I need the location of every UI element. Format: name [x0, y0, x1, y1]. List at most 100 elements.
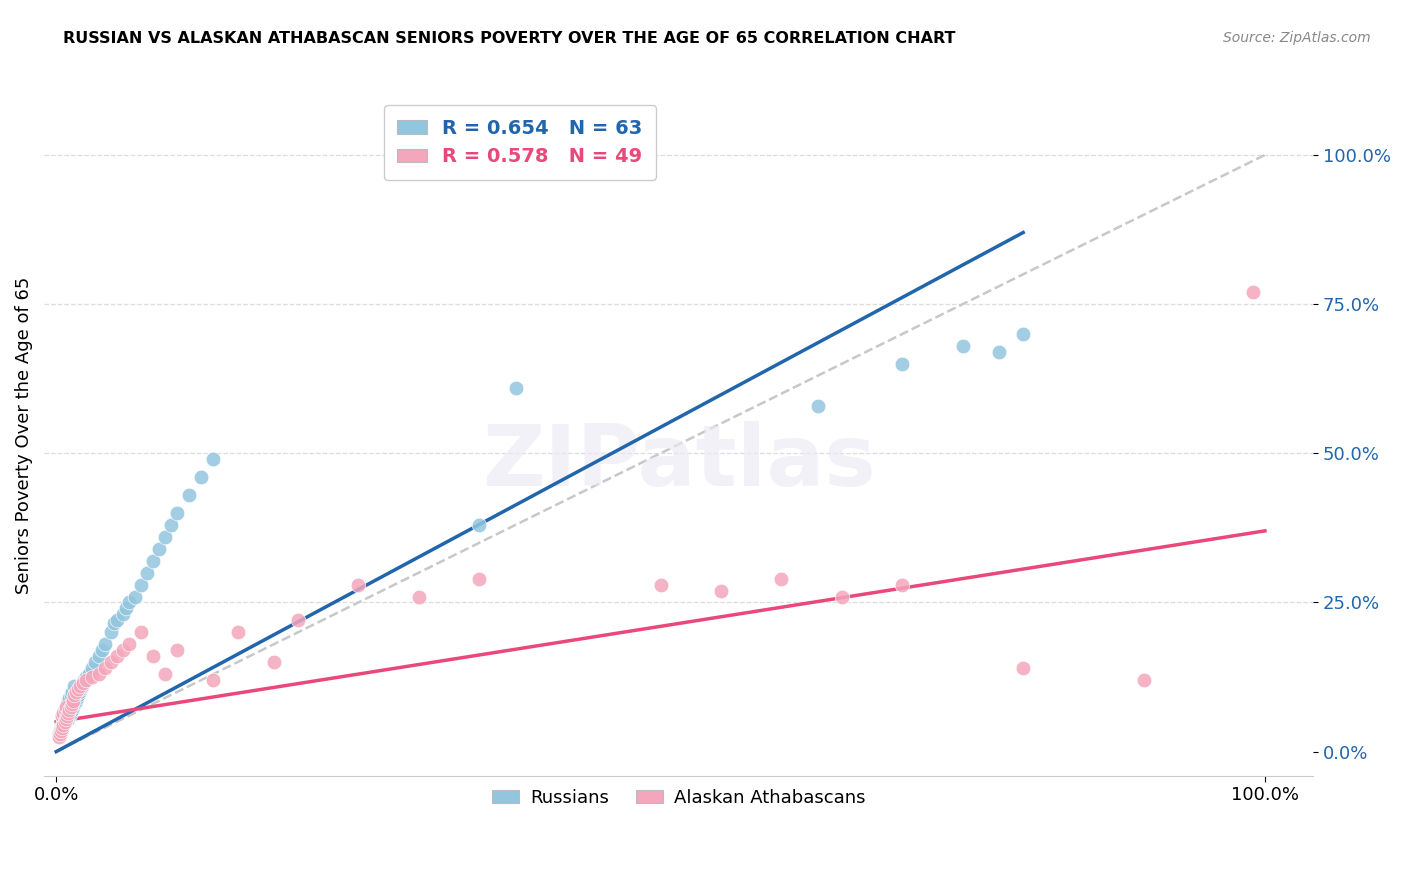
Point: [63, 679, 86, 693]
Point: [56, 697, 79, 711]
Point: [59, 699, 82, 714]
Point: [100, 655, 122, 669]
Point: [70, 679, 93, 693]
Point: [53, 714, 76, 729]
Point: [58, 706, 80, 720]
Point: [710, 583, 733, 598]
Point: [72, 676, 94, 690]
Point: [66, 681, 89, 696]
Point: [58, 690, 80, 705]
Point: [63, 688, 86, 702]
Point: [142, 649, 165, 664]
Point: [118, 637, 141, 651]
Point: [135, 566, 157, 580]
Point: [49, 721, 72, 735]
Point: [58, 703, 80, 717]
Point: [63, 697, 86, 711]
Point: [55, 709, 77, 723]
Point: [988, 344, 1011, 359]
Point: [75, 673, 97, 687]
Point: [1012, 326, 1035, 341]
Point: [1012, 661, 1035, 675]
Point: [49, 723, 72, 738]
Point: [118, 595, 141, 609]
Point: [67, 685, 90, 699]
Point: [153, 667, 176, 681]
Point: [87, 667, 110, 681]
Point: [263, 655, 285, 669]
Point: [51, 709, 73, 723]
Point: [52, 706, 75, 720]
Point: [55, 699, 77, 714]
Point: [166, 643, 188, 657]
Point: [48, 730, 70, 744]
Point: [58, 709, 80, 723]
Point: [124, 590, 146, 604]
Point: [891, 357, 914, 371]
Point: [202, 452, 225, 467]
Point: [49, 727, 72, 741]
Point: [93, 661, 115, 675]
Point: [75, 670, 97, 684]
Point: [65, 694, 87, 708]
Point: [103, 616, 125, 631]
Point: [153, 530, 176, 544]
Point: [53, 712, 76, 726]
Point: [59, 706, 82, 720]
Point: [1133, 673, 1156, 687]
Point: [59, 688, 82, 702]
Point: [72, 676, 94, 690]
Point: [73, 673, 96, 687]
Point: [58, 712, 80, 726]
Point: [55, 699, 77, 714]
Point: [52, 718, 75, 732]
Text: RUSSIAN VS ALASKAN ATHABASCAN SENIORS POVERTY OVER THE AGE OF 65 CORRELATION CHA: RUSSIAN VS ALASKAN ATHABASCAN SENIORS PO…: [63, 31, 956, 46]
Point: [65, 685, 87, 699]
Point: [87, 649, 110, 664]
Y-axis label: Seniors Poverty Over the Age of 65: Seniors Poverty Over the Age of 65: [15, 277, 32, 594]
Point: [69, 681, 91, 696]
Point: [160, 517, 183, 532]
Point: [53, 703, 76, 717]
Point: [60, 703, 83, 717]
Point: [69, 679, 91, 693]
Point: [51, 709, 73, 723]
Point: [49, 723, 72, 738]
Point: [347, 577, 370, 591]
Point: [807, 399, 830, 413]
Point: [66, 690, 89, 705]
Point: [52, 714, 75, 729]
Point: [226, 625, 249, 640]
Text: ZIPatlas: ZIPatlas: [482, 421, 876, 504]
Legend: Russians, Alaskan Athabascans: Russians, Alaskan Athabascans: [485, 781, 873, 814]
Point: [505, 381, 527, 395]
Point: [82, 670, 104, 684]
Point: [148, 541, 170, 556]
Point: [129, 577, 152, 591]
Point: [77, 667, 100, 681]
Text: Source: ZipAtlas.com: Source: ZipAtlas.com: [1223, 31, 1371, 45]
Point: [51, 718, 73, 732]
Point: [62, 699, 84, 714]
Point: [952, 339, 974, 353]
Point: [202, 673, 225, 687]
Point: [650, 577, 672, 591]
Point: [891, 577, 914, 591]
Point: [100, 625, 122, 640]
Point: [51, 721, 73, 735]
Point: [62, 694, 84, 708]
Point: [142, 554, 165, 568]
Point: [91, 643, 114, 657]
Point: [831, 590, 853, 604]
Point: [468, 572, 491, 586]
Point: [105, 649, 128, 664]
Point: [105, 613, 128, 627]
Point: [115, 601, 138, 615]
Point: [93, 637, 115, 651]
Point: [179, 488, 201, 502]
Point: [190, 470, 212, 484]
Point: [56, 706, 79, 720]
Point: [48, 727, 70, 741]
Point: [408, 590, 430, 604]
Point: [770, 572, 793, 586]
